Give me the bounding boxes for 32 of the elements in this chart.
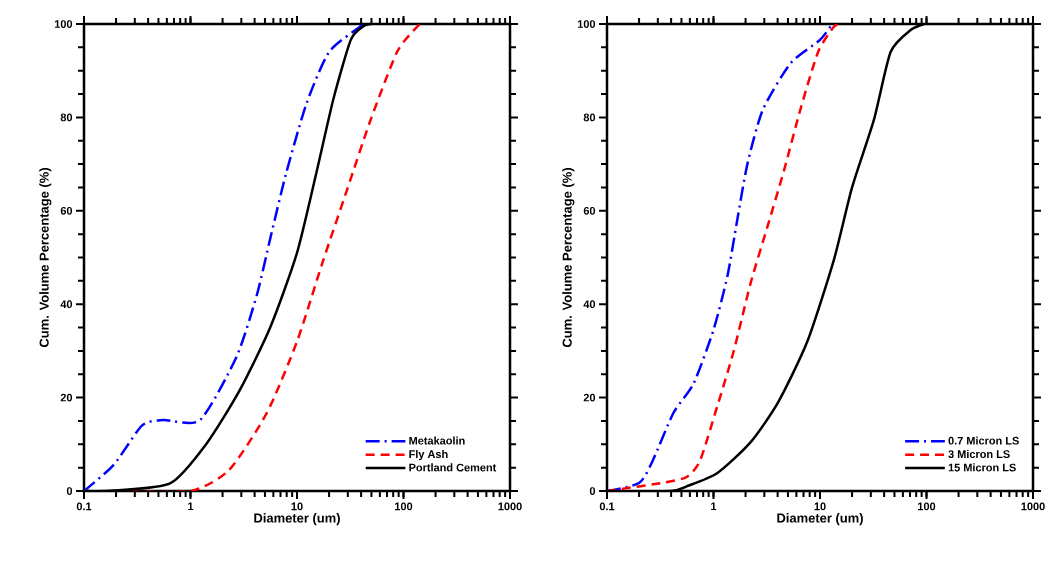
x-tick-label: 1 — [711, 502, 717, 511]
y-tick-label: 80 — [60, 113, 73, 122]
legend-label: Metakaolin — [409, 436, 465, 445]
x-tick-label: 10 — [291, 502, 303, 511]
x-tick-label: 100 — [395, 502, 413, 511]
legend-label: Fly Ash — [409, 449, 448, 461]
y-tick-label: 100 — [54, 20, 73, 28]
x-tick-label: 0.1 — [599, 502, 615, 511]
y-tick-label: 0 — [589, 487, 596, 495]
y-tick-label: 40 — [60, 300, 73, 309]
y-tick-label: 0 — [66, 487, 73, 495]
x-axis-title: Diameter (um) — [777, 513, 863, 526]
legend-label: 15 Micron LS — [948, 463, 1016, 472]
x-tick-label: 10 — [814, 502, 826, 511]
y-tick-label: 60 — [60, 206, 73, 215]
y-tick-label: 20 — [583, 393, 596, 402]
x-tick-label: 1 — [188, 502, 194, 511]
x-tick-label: 100 — [918, 502, 936, 511]
y-tick-label: 20 — [60, 393, 73, 402]
legend-label: 3 Micron LS — [948, 449, 1010, 459]
legend-label: Portland Cement — [409, 463, 497, 472]
y-axis-title: Cum. Volume Percentage (%) — [39, 168, 52, 348]
y-tick-label: 60 — [583, 206, 596, 215]
y-axis-title: Cum. Volume Percentage (%) — [562, 168, 575, 348]
x-tick-label: 0.1 — [76, 502, 92, 511]
y-tick-label: 80 — [583, 113, 596, 122]
y-tick-label: 100 — [577, 20, 596, 28]
x-tick-label: 1000 — [1021, 502, 1045, 511]
y-tick-label: 40 — [583, 300, 596, 309]
x-axis-title: Diameter (um) — [254, 513, 340, 526]
legend-label: 0.7 Micron LS — [948, 436, 1019, 445]
x-tick-label: 1000 — [498, 502, 522, 511]
